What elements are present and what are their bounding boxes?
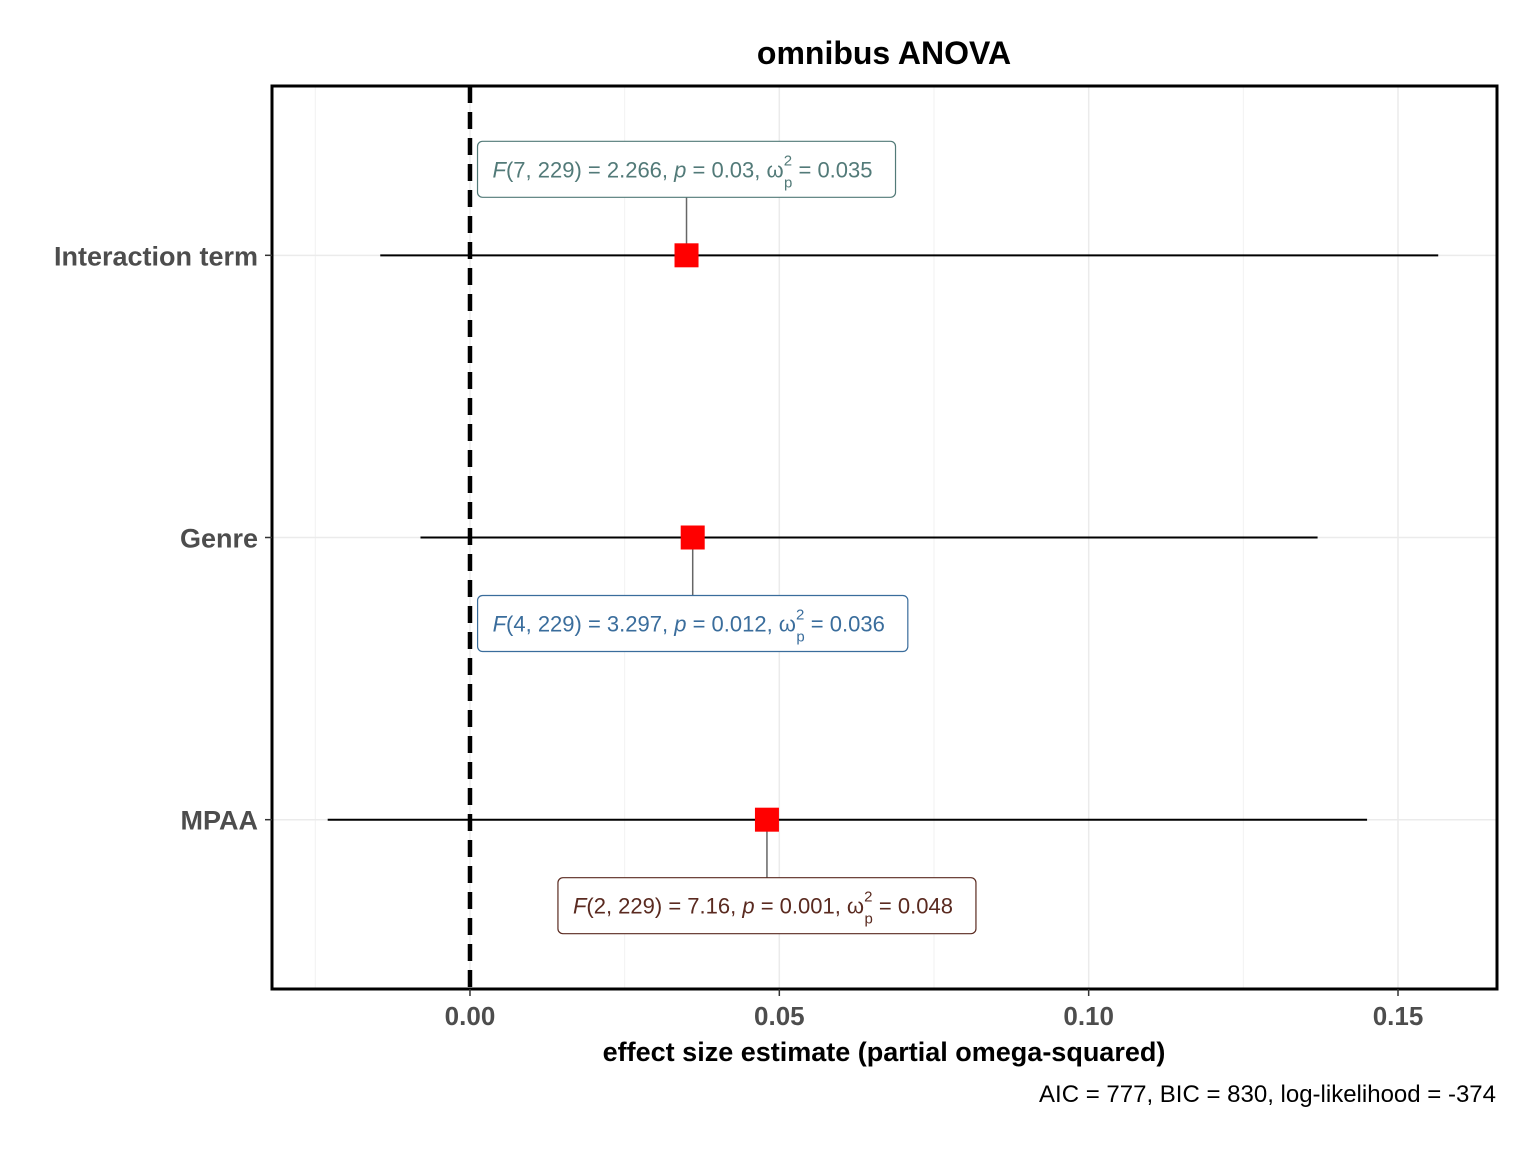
model-fit-caption: AIC = 777, BIC = 830, log-likelihood = -…	[1039, 1081, 1496, 1108]
x-tick-label: 0.15	[1373, 1001, 1424, 1031]
stat-labels: F(7, 229) = 2.266, p = 0.03, ω2 p = 0.035…	[476, 140, 977, 935]
stat-label-part: = 0.048	[873, 894, 953, 919]
point-estimate	[754, 807, 779, 832]
chart-title: omnibus ANOVA	[757, 35, 1011, 71]
x-tick-label: 0.10	[1063, 1001, 1114, 1031]
stat-label-sup: 2	[864, 889, 872, 906]
stat-label-text: F(7, 229) = 2.266, p = 0.03, ω2 p = 0.035	[493, 152, 873, 191]
stat-label: F(4, 229) = 3.297, p = 0.012, ω2 p = 0.03…	[476, 594, 909, 653]
stat-label-sup: 2	[796, 607, 804, 624]
stat-label: F(2, 229) = 7.16, p = 0.001, ω2 p = 0.048	[557, 877, 977, 935]
stat-label-part: F	[493, 157, 508, 182]
stat-label-part: p	[673, 612, 686, 637]
y-tick-label: Genre	[180, 524, 258, 554]
x-tick-label: 0.05	[754, 1001, 805, 1031]
stat-label-box	[557, 877, 977, 935]
stat-label-part: = 0.03, ω	[686, 157, 783, 182]
stat-label-box	[476, 594, 909, 653]
stat-label-text: F(4, 229) = 3.297, p = 0.012, ω2 p = 0.03…	[493, 607, 885, 646]
stat-label-box	[476, 140, 897, 198]
stat-label-sub: p	[796, 629, 804, 646]
y-axis: Interaction term Genre MPAA	[54, 241, 272, 836]
stat-label-text: F(2, 229) = 7.16, p = 0.001, ω2 p = 0.048	[573, 889, 953, 928]
stat-label-part: = 0.012, ω	[686, 612, 796, 637]
y-tick-label: Interaction term	[54, 241, 258, 271]
stat-label-part: p	[673, 157, 686, 182]
point-estimates	[674, 243, 779, 832]
confidence-intervals	[327, 197, 1439, 878]
y-tick-label: MPAA	[181, 806, 259, 836]
stat-label-part: = 0.001, ω	[755, 894, 865, 919]
stat-label-sub: p	[784, 174, 792, 191]
stat-label: F(7, 229) = 2.266, p = 0.03, ω2 p = 0.035	[476, 140, 897, 198]
stat-label-part: = 0.036	[805, 612, 885, 637]
stat-label-part: = 0.035	[792, 157, 872, 182]
stat-label-part: F	[493, 612, 508, 637]
x-axis: 0.00 0.05 0.10 0.15	[445, 989, 1424, 1031]
stat-label-sub: p	[864, 911, 872, 928]
x-tick-label: 0.00	[445, 1001, 496, 1031]
x-axis-label: effect size estimate (partial omega-squa…	[603, 1037, 1166, 1067]
point-estimate	[674, 243, 699, 268]
stat-label-part: F	[573, 894, 588, 919]
stat-label-part: p	[741, 894, 754, 919]
stat-label-sup: 2	[784, 152, 792, 169]
stat-label-part: (7, 229) = 2.266,	[506, 157, 674, 182]
point-estimate	[680, 525, 705, 550]
stat-label-part: (4, 229) = 3.297,	[506, 612, 674, 637]
stat-label-part: (2, 229) = 7.16,	[586, 894, 742, 919]
